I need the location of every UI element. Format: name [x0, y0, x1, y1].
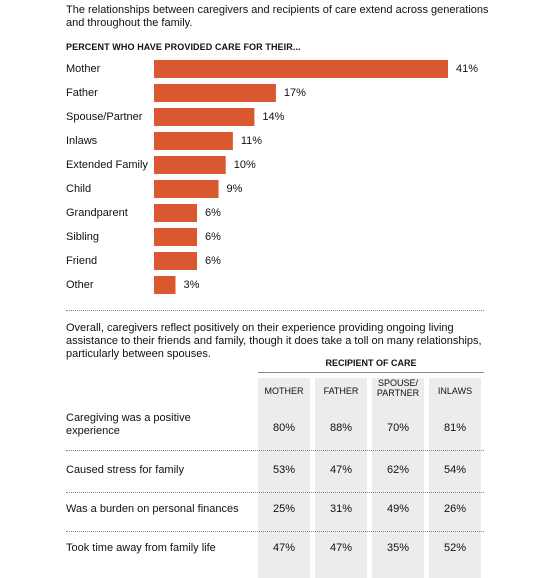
bar — [154, 252, 198, 270]
column-header: MOTHER — [264, 386, 304, 396]
value-label: 9% — [226, 183, 243, 195]
category-label: Grandparent — [66, 207, 128, 219]
bar — [154, 132, 233, 150]
intro-text: The relationships between caregivers and… — [66, 4, 489, 29]
group-header: RECIPIENT OF CARE — [325, 358, 417, 368]
table-cell: 70% — [386, 422, 410, 434]
bar — [154, 204, 198, 222]
table-cell: 80% — [272, 422, 296, 434]
value-label: 6% — [205, 231, 221, 243]
category-label: Spouse/Partner — [66, 111, 143, 123]
table-cell: 81% — [443, 422, 467, 434]
bar — [154, 156, 226, 174]
table-cell: 47% — [272, 542, 296, 554]
table-cell: 47% — [329, 464, 353, 476]
group-underline — [258, 372, 484, 373]
row-separator — [66, 492, 484, 493]
category-label: Extended Family — [66, 159, 148, 171]
bar — [154, 108, 255, 126]
column-header: INLAWS — [437, 386, 473, 396]
category-label: Child — [66, 183, 92, 195]
value-label: 11% — [240, 135, 263, 147]
column-header: FATHER — [323, 386, 359, 396]
value-label: 41% — [456, 63, 479, 75]
page: { "intro": "The relationships between ca… — [66, 4, 489, 578]
table-cell: 25% — [272, 503, 296, 515]
value-label: 10% — [233, 159, 256, 171]
table-cell: 35% — [386, 542, 410, 554]
row-separator — [66, 531, 484, 532]
bar — [154, 276, 176, 294]
table-cell: 88% — [329, 422, 353, 434]
value-label: 6% — [205, 255, 221, 267]
column-background — [429, 378, 481, 578]
table-intro: Overall, caregivers reflect positively o… — [66, 322, 482, 360]
category-label: Sibling — [66, 231, 100, 243]
value-label: 17% — [283, 87, 306, 99]
bar — [154, 60, 448, 78]
row-label: Took time away from family life — [66, 542, 216, 554]
value-label: 6% — [205, 207, 221, 219]
bar — [154, 180, 219, 198]
value-label: 14% — [262, 111, 285, 123]
table-cell: 49% — [386, 503, 410, 515]
table-cell: 62% — [386, 464, 410, 476]
row-separator — [66, 450, 484, 451]
column-header: SPOUSE/ PARTNER — [376, 378, 420, 398]
category-label: Mother — [66, 63, 101, 75]
separator — [66, 310, 484, 311]
category-label: Friend — [66, 255, 98, 267]
row-label: Caregiving was a positive experience — [66, 412, 191, 437]
value-label: 3% — [183, 279, 200, 291]
column-background — [372, 378, 424, 578]
bar — [154, 84, 276, 102]
row-label: Was a burden on personal finances — [66, 503, 239, 515]
category-label: Father — [66, 87, 98, 99]
column-background — [258, 378, 310, 578]
column-background — [315, 378, 367, 578]
table-cell: 26% — [443, 503, 467, 515]
row-label: Caused stress for family — [66, 464, 184, 476]
category-label: Inlaws — [66, 135, 98, 147]
chart-title: PERCENT WHO HAVE PROVIDED CARE FOR THEIR… — [66, 42, 301, 52]
table-cell: 31% — [329, 503, 353, 515]
bar — [154, 228, 198, 246]
category-label: Other — [66, 279, 94, 291]
bar-chart — [154, 60, 448, 294]
table-cell: 52% — [443, 542, 467, 554]
table-cell: 53% — [272, 464, 296, 476]
table-cell: 47% — [329, 542, 353, 554]
table-cell: 54% — [443, 464, 467, 476]
